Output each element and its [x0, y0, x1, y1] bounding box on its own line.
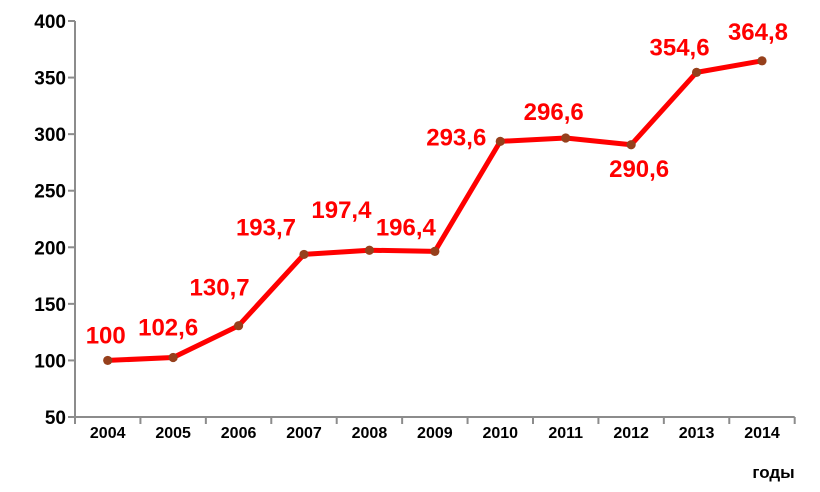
x-axis-tick-label: 2011: [548, 425, 583, 442]
y-axis-tick-label: 400: [34, 12, 66, 33]
data-point: [691, 67, 702, 77]
data-point: [430, 246, 440, 256]
data-point-label: 354,6: [650, 34, 710, 61]
data-point-label: 293,6: [426, 124, 486, 151]
x-axis-tick-label: 2012: [613, 425, 649, 442]
x-axis-tick-label: 2008: [352, 425, 388, 442]
x-axis-tick-label: 2013: [679, 425, 715, 442]
x-axis-tick-label: 2010: [482, 425, 518, 442]
data-point: [168, 352, 178, 363]
x-axis-tick-label: 2005: [155, 425, 191, 442]
data-point-label: 197,4: [311, 197, 372, 224]
y-axis-tick-label: 250: [34, 182, 66, 203]
data-point: [299, 249, 309, 260]
data-line: [105, 58, 765, 363]
y-axis-tick-label: 150: [34, 295, 66, 316]
data-point: [561, 133, 571, 143]
y-axis-tick-label: 100: [34, 351, 66, 372]
data-point-label: 130,7: [190, 275, 250, 302]
data-point: [233, 321, 244, 331]
x-axis-tick-label: 2004: [90, 425, 126, 442]
y-axis-tick-label: 350: [34, 69, 66, 90]
data-point-label: 102,6: [138, 314, 198, 341]
x-axis-tick-label: 2009: [417, 425, 453, 442]
data-point: [495, 136, 505, 146]
y-axis-tick-label: 50: [45, 408, 66, 429]
y-axis-tick-label: 200: [34, 238, 66, 259]
data-point-label: 296,6: [524, 99, 584, 126]
data-point: [103, 355, 113, 366]
data-point-label: 290,6: [609, 156, 669, 183]
x-axis-tick-label: 2007: [286, 425, 322, 442]
x-axis-tick-label: 2006: [221, 425, 257, 442]
data-point-label: 364,8: [728, 19, 788, 46]
x-axis-title: годы: [752, 463, 794, 482]
data-point: [626, 140, 636, 150]
x-axis-tick-label: 2014: [744, 425, 780, 442]
data-point-label: 193,7: [236, 214, 296, 241]
data-point: [364, 245, 375, 255]
data-point-label: 100: [86, 322, 126, 349]
data-point: [757, 56, 767, 66]
y-axis-tick-label: 300: [34, 125, 66, 146]
data-point-label: 196,4: [376, 214, 437, 241]
